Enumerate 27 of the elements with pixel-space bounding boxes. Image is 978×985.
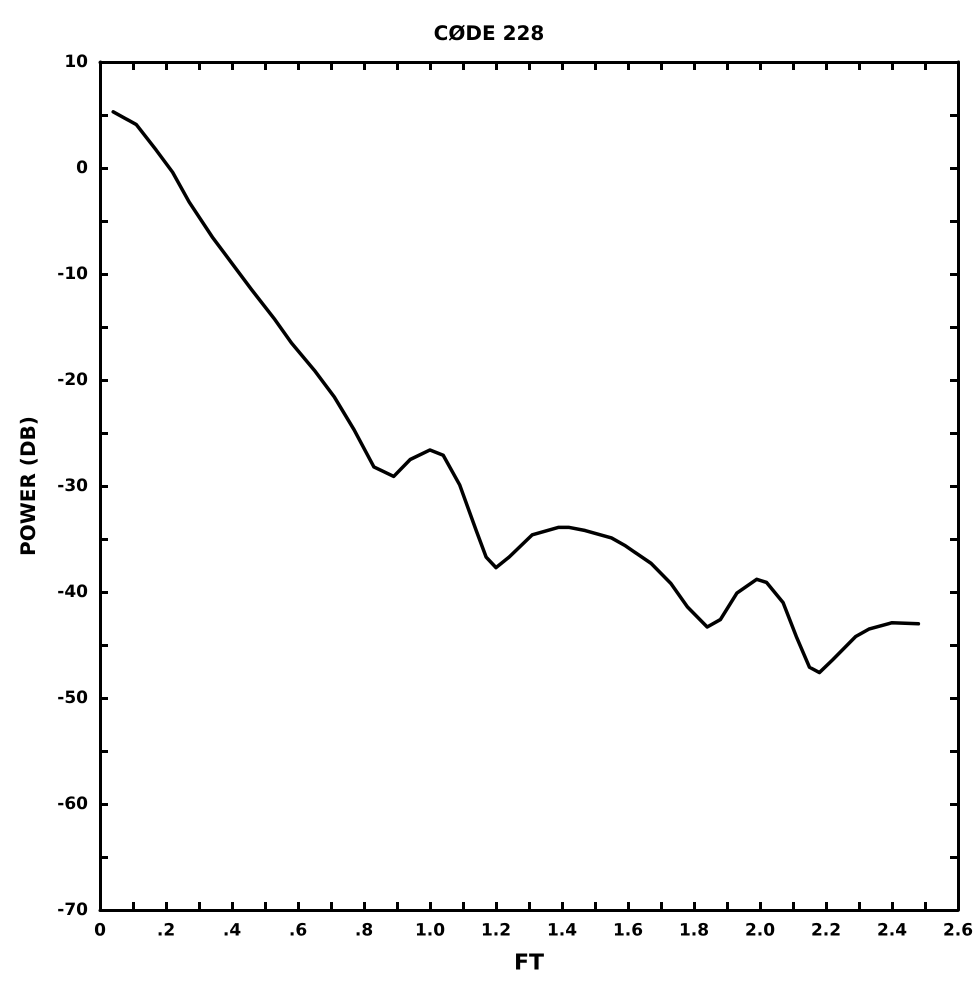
y-tick-label: -60 (57, 794, 88, 814)
chart-title: CØDE 228 (434, 21, 544, 45)
y-tick-label: -50 (57, 688, 88, 708)
x-tick-label: 2.2 (810, 920, 842, 940)
x-tick-label: 2.0 (744, 920, 776, 940)
x-tick-label: .8 (354, 920, 374, 940)
x-tick-label: .6 (288, 920, 308, 940)
y-axis-title: POWER (DB) (16, 416, 40, 556)
x-tick-label: 0 (94, 920, 106, 940)
x-tick-label: 1.8 (678, 920, 710, 940)
x-tick-label: 1.4 (546, 920, 578, 940)
x-tick-label: 1.0 (414, 920, 446, 940)
x-axis-title: FT (514, 950, 544, 976)
x-tick-label: 2.6 (942, 920, 974, 940)
x-tick-label: .4 (222, 920, 242, 940)
line-series (111, 110, 920, 674)
y-tick-label: -30 (57, 476, 88, 496)
y-tick-label: -40 (57, 582, 88, 602)
y-tick-label: 10 (64, 52, 88, 72)
y-tick-label: -70 (57, 900, 88, 920)
x-tick-label: 2.4 (876, 920, 908, 940)
x-tick-label: .2 (156, 920, 176, 940)
y-tick-label: 0 (76, 158, 88, 178)
x-tick-label: 1.2 (480, 920, 512, 940)
y-tick-label: -10 (57, 264, 88, 284)
y-tick-label: -20 (57, 370, 88, 390)
x-tick-label: 1.6 (612, 920, 644, 940)
